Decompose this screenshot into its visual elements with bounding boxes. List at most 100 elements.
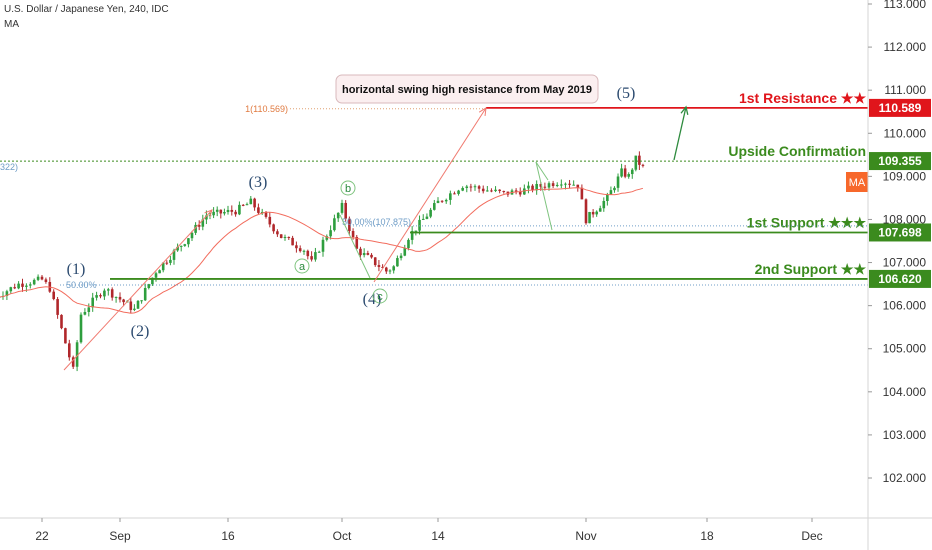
candle-body — [584, 199, 588, 224]
candle-body — [276, 231, 279, 235]
y-tick-label: 103.000 — [883, 428, 927, 442]
candle-body — [473, 186, 477, 188]
candle-body — [627, 174, 631, 177]
candle-body — [197, 224, 201, 227]
y-tick-label: 112.000 — [884, 40, 927, 54]
y-tick-label: 102.000 — [883, 471, 927, 485]
candle-body — [370, 254, 373, 258]
y-tick-label: 106.000 — [883, 299, 927, 313]
candle-body — [539, 183, 543, 187]
fib-label: 322) — [0, 162, 18, 172]
candle-body — [366, 253, 370, 255]
candle-body — [436, 200, 440, 204]
candle-body — [194, 224, 197, 233]
candle-body — [161, 262, 165, 271]
candle-body — [205, 215, 208, 220]
sub-wave-circle — [294, 258, 310, 274]
candle-body — [551, 183, 555, 186]
candle-body — [477, 186, 481, 189]
candle-body — [226, 209, 230, 213]
wave-arrow-head — [204, 209, 213, 218]
y-tick-label: 110.000 — [884, 126, 927, 140]
candle-body — [414, 230, 418, 232]
candle-body — [403, 248, 407, 256]
x-tick-label: Dec — [801, 529, 822, 543]
candle-body — [385, 267, 388, 272]
candle-body — [298, 248, 302, 252]
x-tick-label: Oct — [333, 529, 352, 543]
candle-body — [179, 245, 183, 247]
candle-body — [486, 190, 489, 192]
wave-label: (2) — [131, 323, 150, 340]
candle-body — [325, 236, 329, 240]
candle-body — [169, 259, 172, 263]
candle-body — [279, 234, 283, 239]
candle-body — [306, 250, 310, 257]
candle-body — [377, 265, 381, 267]
candle-body — [230, 209, 234, 212]
candle-body — [453, 193, 456, 195]
candle-body — [630, 169, 634, 175]
candle-body — [40, 276, 44, 280]
price-tag-label: 106.620 — [878, 272, 922, 286]
price-axis: 113.000 112.000 111.000 110.000 109.000 108.0… — [867, 0, 927, 550]
candle-body — [143, 287, 147, 301]
y-tick-label: 105.000 — [883, 342, 927, 356]
candle-body — [421, 218, 425, 220]
sub-wave-label: a — [299, 261, 306, 273]
candle-body — [595, 211, 598, 215]
x-tick-label: 22 — [35, 529, 49, 543]
candle-body — [535, 183, 538, 191]
candle-body — [469, 186, 473, 188]
y-tick-label: 104.000 — [883, 385, 927, 399]
candle-body — [52, 291, 55, 300]
candle-body — [36, 276, 40, 280]
candle-body — [616, 176, 620, 188]
level-label-3: 1st Support ★★★ — [747, 214, 867, 230]
candle-body — [183, 244, 187, 246]
candle-body — [407, 239, 410, 249]
candle-body — [44, 279, 48, 282]
candle-body — [348, 218, 351, 231]
ma-tag-label: MA — [849, 177, 866, 189]
candle-body — [107, 289, 110, 291]
candle-body — [418, 219, 421, 231]
y-tick-label: 108.000 — [883, 212, 927, 226]
x-tick-label: 16 — [221, 529, 235, 543]
candle-body — [449, 193, 452, 200]
candle-body — [13, 287, 16, 289]
x-tick-label: 18 — [700, 529, 714, 543]
candle-body — [606, 194, 609, 202]
candle-body — [564, 183, 567, 185]
candle-body — [362, 253, 366, 256]
candle-body — [336, 212, 340, 219]
candle-body — [502, 190, 506, 192]
candle-body — [399, 255, 403, 259]
x-tick-label: 14 — [431, 529, 445, 543]
candle-body — [317, 251, 321, 253]
upside-arrow-head — [680, 105, 689, 115]
candle-body — [572, 184, 575, 186]
wave-arrow — [63, 209, 213, 371]
y-tick-label: 111.000 — [884, 83, 926, 97]
candle-body — [60, 314, 63, 329]
y-tick-label: 109.000 — [883, 169, 927, 183]
candle-body — [165, 262, 169, 264]
candle-body — [295, 245, 298, 249]
candle-body — [440, 200, 444, 202]
candle-body — [5, 291, 9, 296]
candle-body — [75, 342, 79, 367]
price-tag — [869, 223, 931, 242]
candle-body — [201, 219, 205, 227]
candle-body — [154, 273, 158, 278]
candle-body — [223, 212, 226, 214]
candle-body — [68, 343, 71, 358]
candle-body — [425, 216, 429, 219]
candle-body — [609, 190, 613, 195]
sub-wave-circle — [372, 288, 388, 304]
wave-label: (5) — [617, 85, 636, 102]
fib-label: 1(110.569) — [245, 104, 288, 114]
candle-body — [215, 209, 219, 212]
candle-body — [272, 224, 275, 232]
candle-body — [234, 211, 237, 215]
